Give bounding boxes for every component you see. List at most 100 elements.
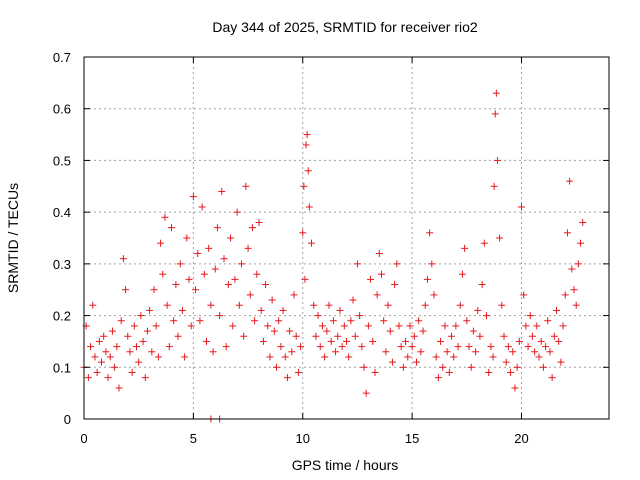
- data-point: [312, 332, 320, 340]
- data-point: [318, 322, 326, 330]
- data-point: [524, 343, 532, 351]
- data-point: [332, 348, 340, 356]
- data-point: [325, 301, 333, 309]
- data-point: [375, 250, 383, 258]
- data-point: [255, 218, 263, 226]
- data-point: [310, 301, 318, 309]
- data-point: [292, 332, 300, 340]
- data-point: [209, 348, 217, 356]
- data-point: [220, 255, 228, 263]
- axis-ticks: 0 0.1 0.2 0.3 0.4 0.5 0.6 0.7 0 5 10 15 20: [53, 50, 609, 446]
- data-point: [472, 348, 480, 356]
- data-point: [515, 337, 523, 345]
- data-point: [178, 306, 186, 314]
- data-point: [520, 291, 528, 299]
- data-point: [194, 250, 202, 258]
- data-point: [485, 368, 493, 376]
- data-point: [196, 317, 204, 325]
- data-point: [229, 322, 237, 330]
- data-point: [297, 343, 305, 351]
- data-point: [84, 374, 92, 382]
- data-point: [542, 343, 550, 351]
- data-point: [410, 332, 418, 340]
- y-tick-label: 0.2: [53, 309, 71, 324]
- data-point: [572, 301, 580, 309]
- data-point: [439, 363, 447, 371]
- data-point: [441, 322, 449, 330]
- data-point: [108, 327, 116, 335]
- data-point: [106, 353, 114, 361]
- data-point: [490, 182, 498, 190]
- data-point: [95, 337, 103, 345]
- data-point: [434, 374, 442, 382]
- data-point: [478, 281, 486, 289]
- data-point: [251, 317, 259, 325]
- data-point: [213, 224, 221, 232]
- data-point: [384, 301, 392, 309]
- data-point: [168, 224, 175, 232]
- data-point: [574, 260, 582, 268]
- data-point: [380, 317, 388, 325]
- data-point: [218, 187, 226, 195]
- data-point: [437, 337, 445, 345]
- data-point: [277, 343, 285, 351]
- data-point: [483, 312, 490, 320]
- data-point: [415, 317, 423, 325]
- data-point: [159, 270, 167, 278]
- data-point: [550, 332, 558, 340]
- data-point: [537, 337, 545, 345]
- data-point: [428, 260, 436, 268]
- data-point: [89, 301, 97, 309]
- data-point: [458, 270, 466, 278]
- data-point: [386, 327, 394, 335]
- data-point: [233, 208, 241, 216]
- data-point: [417, 348, 425, 356]
- data-point: [163, 301, 171, 309]
- data-point: [200, 270, 208, 278]
- data-point: [119, 255, 127, 263]
- data-point: [181, 353, 189, 361]
- data-point: [579, 218, 587, 226]
- data-point: [316, 343, 324, 351]
- data-point: [531, 348, 539, 356]
- data-point: [566, 177, 574, 185]
- data-point: [264, 322, 272, 330]
- data-point: [113, 343, 121, 351]
- data-point: [463, 317, 471, 325]
- data-point: [203, 337, 210, 345]
- data-point: [450, 353, 458, 361]
- data-point: [288, 348, 296, 356]
- data-point: [559, 322, 567, 330]
- data-point: [498, 301, 506, 309]
- data-point: [126, 348, 134, 356]
- data-point: [533, 322, 541, 330]
- data-point: [157, 239, 165, 247]
- data-point: [227, 234, 235, 242]
- data-point: [305, 203, 313, 211]
- y-tick-label: 0.3: [53, 257, 71, 272]
- data-point: [117, 317, 125, 325]
- data-point: [432, 353, 440, 361]
- data-point: [244, 244, 252, 252]
- data-point: [456, 301, 464, 309]
- data-point: [492, 89, 500, 97]
- data-point: [111, 363, 119, 371]
- data-point: [408, 343, 416, 351]
- data-point: [253, 270, 261, 278]
- chart-title: Day 344 of 2025, SRMTID for receiver rio…: [212, 19, 478, 35]
- data-point: [404, 353, 412, 361]
- data-point: [135, 358, 143, 366]
- y-axis-label: SRMTID / TECUs: [5, 183, 21, 293]
- data-point: [133, 343, 140, 351]
- data-point: [491, 110, 499, 118]
- data-point: [391, 281, 399, 289]
- data-point: [351, 332, 359, 340]
- data-point: [493, 156, 501, 164]
- data-point: [340, 322, 348, 330]
- data-point: [452, 322, 460, 330]
- data-point: [480, 239, 488, 247]
- data-point: [137, 312, 145, 320]
- data-point: [343, 337, 350, 345]
- data-point: [279, 306, 287, 314]
- data-point: [334, 332, 342, 340]
